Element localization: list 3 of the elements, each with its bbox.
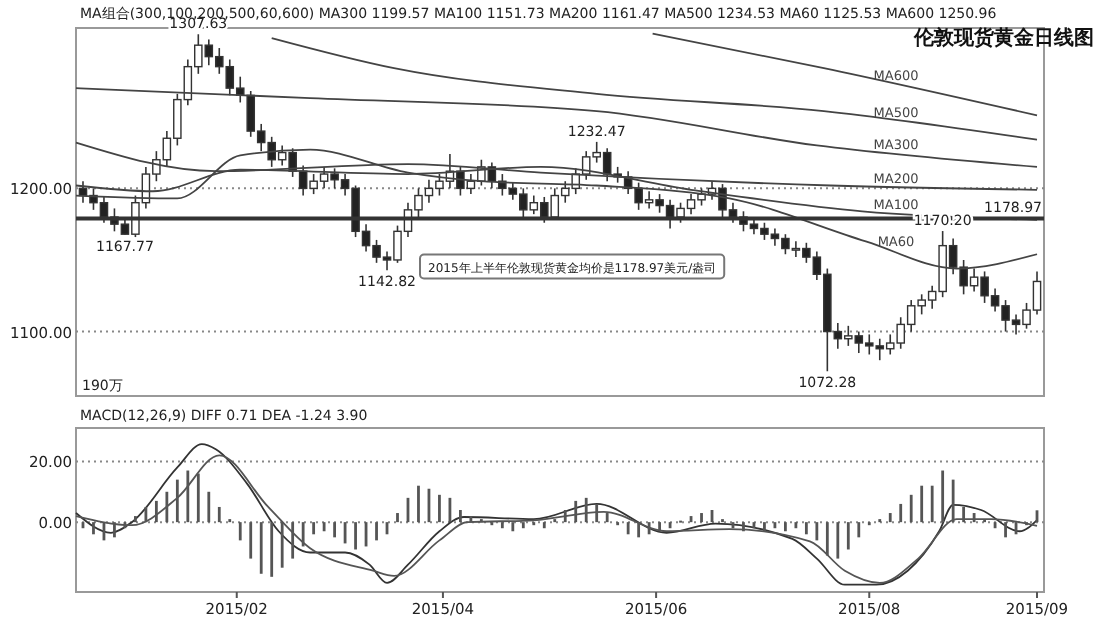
chart-title: 伦敦现货黄金日线图: [912, 26, 1094, 50]
line-series: [75, 87, 1038, 168]
line-series: [75, 148, 1038, 270]
